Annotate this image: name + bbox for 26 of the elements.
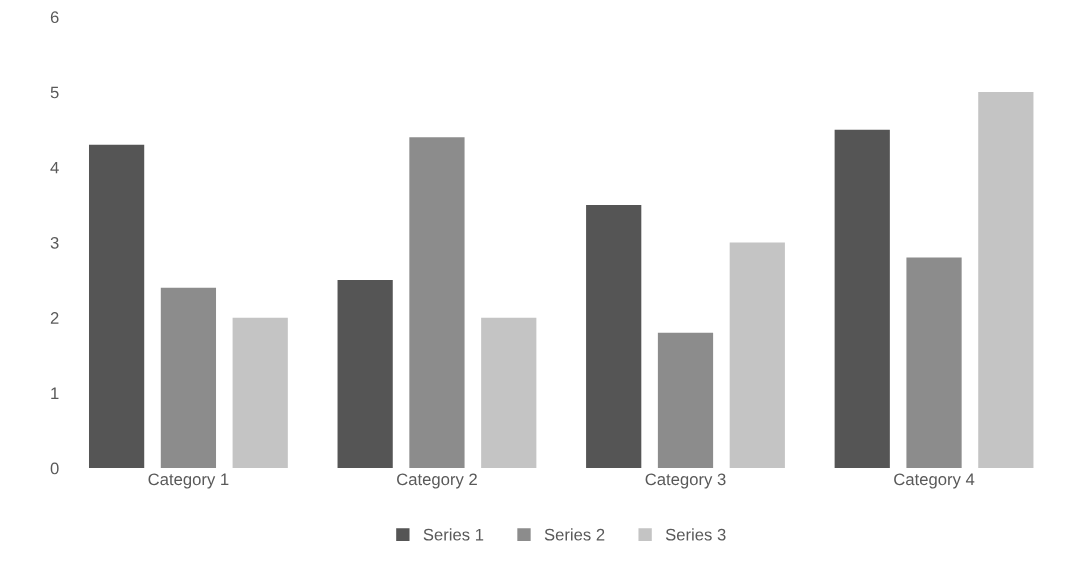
y-tick-label: 1 (51, 387, 59, 399)
x-tick-label: Category 4 (894, 473, 975, 489)
y-tick-label: 5 (50, 86, 59, 99)
bar (906, 257, 962, 469)
y-tick-label: 0 (50, 462, 59, 475)
y-tick-label: 4 (50, 161, 59, 174)
bar (834, 129, 890, 469)
y-tick-label: 2 (50, 312, 59, 324)
bar (481, 317, 537, 469)
x-tick-label: Category 2 (397, 473, 477, 489)
legend-label: Series 3 (665, 528, 726, 541)
legend-label: Series 2 (544, 528, 605, 541)
bar (657, 332, 714, 469)
bar (337, 280, 393, 469)
bar (978, 92, 1034, 469)
x-tick-label: Category 1 (148, 473, 229, 489)
legend-label: Series 1 (423, 528, 484, 541)
bar (88, 144, 145, 469)
y-tick-label: 6 (50, 11, 59, 24)
bar (232, 317, 288, 469)
y-tick-label: 3 (50, 236, 59, 249)
bar (409, 137, 465, 469)
bar (729, 242, 785, 469)
bar (586, 204, 642, 469)
x-tick-label: Category 3 (645, 473, 726, 489)
bar (160, 287, 217, 469)
